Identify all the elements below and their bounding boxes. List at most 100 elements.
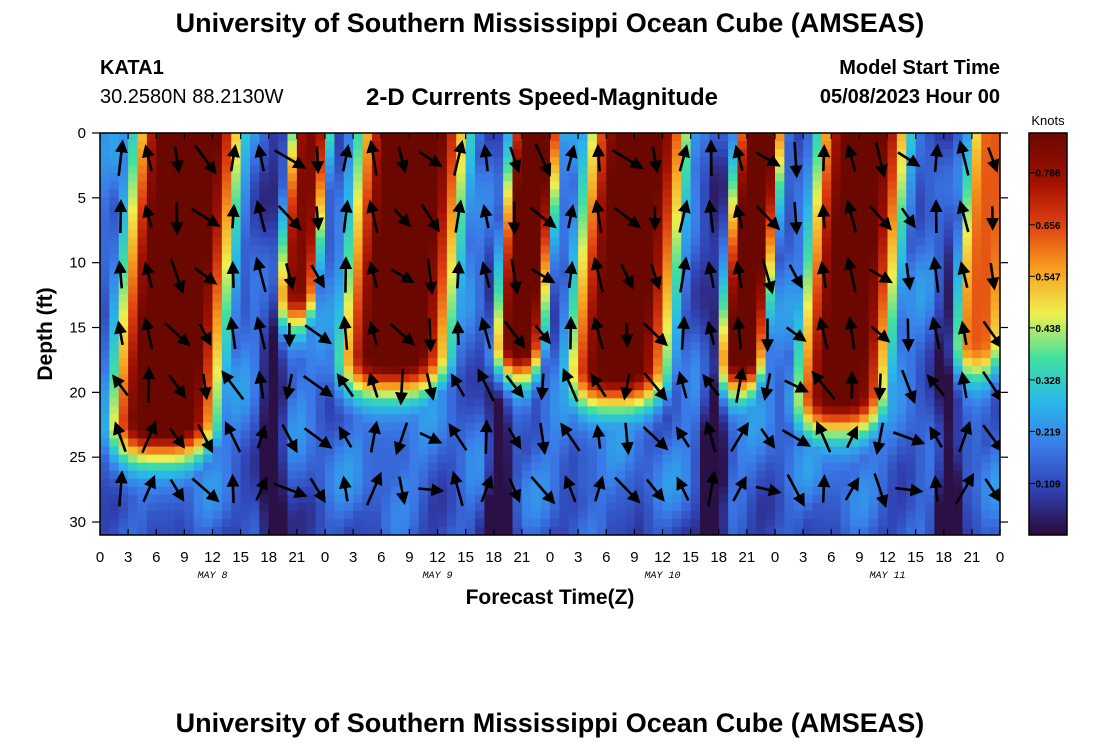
heat-cell	[850, 141, 860, 150]
heat-cell	[559, 454, 570, 464]
heat-cell	[296, 149, 307, 158]
heat-cell	[962, 277, 973, 287]
heat-cell	[531, 414, 542, 424]
heat-cell	[353, 374, 364, 383]
heat-cell	[446, 285, 457, 295]
current-arrow	[761, 258, 776, 295]
heat-cell	[859, 133, 870, 142]
heat-cell	[850, 245, 860, 255]
heat-cell	[250, 430, 260, 440]
heat-cell	[493, 526, 504, 535]
heat-cell	[971, 149, 982, 158]
heat-cell	[915, 173, 926, 182]
heat-cell	[840, 438, 851, 448]
heat-cell	[362, 181, 373, 190]
heat-cell	[362, 229, 373, 239]
heat-cell	[550, 430, 560, 440]
heat-cell	[521, 334, 532, 343]
heat-cell	[306, 277, 317, 287]
current-arrow	[760, 427, 776, 449]
heat-cell	[812, 398, 823, 407]
heat-cell	[390, 213, 401, 223]
heat-cell	[709, 317, 720, 327]
current-arrow	[704, 139, 718, 176]
heat-cell	[671, 325, 682, 335]
heat-cell	[156, 253, 167, 263]
heat-cell	[503, 253, 514, 263]
heat-cell	[812, 478, 823, 488]
heat-cell	[896, 510, 907, 520]
heat-cell	[643, 269, 654, 279]
heat-cell	[259, 358, 270, 367]
heat-cell	[756, 414, 767, 424]
heat-cell	[915, 325, 926, 335]
heat-cell	[550, 358, 560, 367]
heat-cell	[728, 422, 739, 432]
heat-cell	[503, 438, 514, 448]
heat-cell	[634, 510, 645, 520]
heat-cell	[700, 285, 710, 295]
heat-cell	[896, 438, 907, 448]
heat-cell	[503, 197, 514, 206]
heat-cell	[615, 221, 626, 231]
heat-cell	[531, 261, 542, 271]
heat-cell	[728, 245, 739, 255]
heat-cell	[831, 510, 842, 520]
heat-cell	[165, 253, 176, 263]
heat-cell	[934, 325, 945, 335]
heat-cell	[100, 229, 110, 239]
heat-cell	[128, 430, 139, 440]
heat-cell	[175, 510, 185, 520]
heat-cell	[831, 285, 842, 295]
heat-cell	[953, 342, 964, 351]
heat-cell	[765, 406, 776, 415]
heat-cell	[371, 430, 382, 440]
heat-cell	[831, 398, 842, 407]
heat-cell	[409, 454, 420, 464]
heat-cell	[840, 478, 851, 488]
heat-cell	[925, 502, 935, 512]
heat-cell	[615, 245, 626, 255]
heat-cell	[184, 269, 195, 279]
heat-cell	[146, 438, 157, 448]
current-arrow	[339, 199, 353, 233]
heat-cell	[728, 454, 739, 464]
heat-cell	[971, 277, 982, 287]
heat-cell	[662, 454, 673, 464]
heat-cell	[456, 366, 467, 375]
heat-cell	[915, 446, 926, 456]
heat-cell	[296, 133, 307, 142]
heat-cell	[137, 430, 148, 440]
heat-cell	[437, 253, 448, 263]
heat-cell	[137, 422, 148, 432]
heat-cell	[362, 486, 373, 496]
heat-cell	[493, 438, 504, 448]
heat-cell	[625, 350, 635, 359]
heat-cell	[831, 277, 842, 287]
heat-cell	[878, 366, 889, 375]
heat-cell	[606, 446, 617, 456]
heat-cell	[643, 342, 654, 351]
heat-cell	[521, 173, 532, 182]
heat-cell	[193, 205, 204, 214]
heat-cell	[775, 334, 785, 343]
current-arrow	[705, 470, 719, 507]
heat-cell	[418, 269, 429, 279]
heat-cell	[381, 157, 392, 166]
heat-cell	[540, 261, 551, 271]
heat-cell	[193, 133, 204, 142]
heat-cell	[156, 285, 167, 295]
heat-cell	[859, 221, 870, 231]
heat-cell	[803, 149, 814, 158]
heat-cell	[137, 197, 148, 206]
heat-cell	[671, 245, 682, 255]
heat-cell	[334, 390, 345, 399]
heat-cell	[362, 157, 373, 166]
heat-cell	[250, 342, 260, 351]
heat-cell	[775, 245, 785, 255]
current-arrow	[816, 316, 829, 350]
heat-cell	[925, 301, 935, 311]
heat-cell	[306, 358, 317, 367]
heat-cell	[390, 229, 401, 239]
heat-cell	[118, 494, 129, 504]
